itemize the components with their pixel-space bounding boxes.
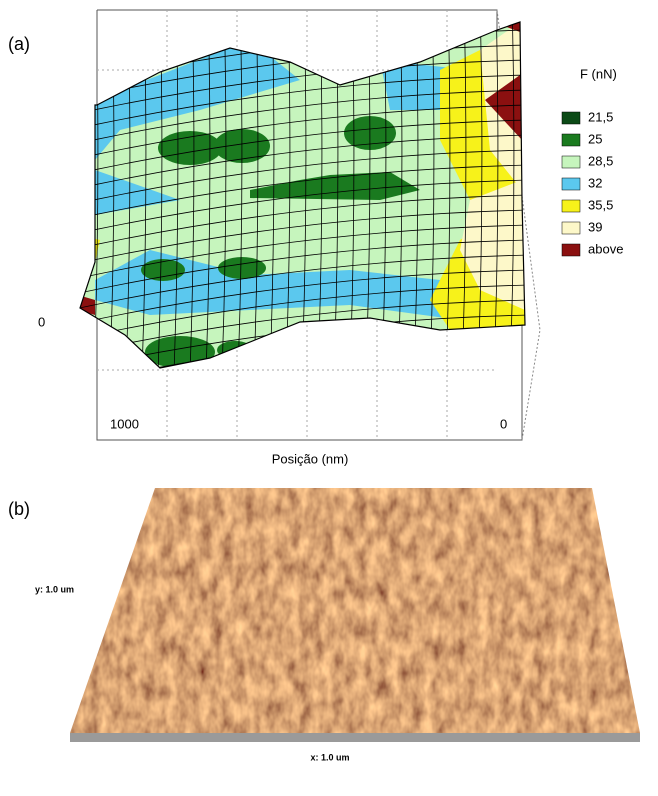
legend-label: 21,5 xyxy=(588,109,613,124)
x-label: x: 1.0 um xyxy=(310,752,349,762)
legend-swatch xyxy=(562,200,580,212)
legend-label: 39 xyxy=(588,219,602,234)
legend-label: 35,5 xyxy=(588,197,613,212)
mesh-line xyxy=(525,0,530,400)
mesh-line xyxy=(77,0,82,400)
panel-b: (b) y: 1.0 um x: 1.0 um xyxy=(8,480,650,762)
legend-swatch xyxy=(562,178,580,190)
legend-label: 25 xyxy=(588,131,602,146)
y-label: y: 1.0 um xyxy=(35,584,74,594)
legend-label: 32 xyxy=(588,175,602,190)
panel-label: (a) xyxy=(8,34,30,54)
legend-title: F (nN) xyxy=(580,66,617,81)
legend-swatch xyxy=(562,156,580,168)
panel-label: (b) xyxy=(8,499,30,519)
axis-title: Posição (nm) xyxy=(272,451,349,466)
side-label: 0 xyxy=(38,314,45,329)
axis-tick-label: 1000 xyxy=(110,416,139,431)
legend-label: 28,5 xyxy=(588,153,613,168)
base xyxy=(70,733,640,742)
legend-label: above xyxy=(588,241,623,256)
legend: 21,5 25 28,5 32 35,5 39 above xyxy=(562,109,623,256)
legend-swatch xyxy=(562,112,580,124)
afm-surface xyxy=(60,480,650,740)
legend-swatch xyxy=(562,244,580,256)
legend-swatch xyxy=(562,222,580,234)
axis-tick-label: 0 xyxy=(500,416,507,431)
legend-swatch xyxy=(562,134,580,146)
mesh-line xyxy=(70,345,530,400)
figure: (a) F xyxy=(0,0,658,791)
panel-a: (a) F xyxy=(8,0,623,466)
